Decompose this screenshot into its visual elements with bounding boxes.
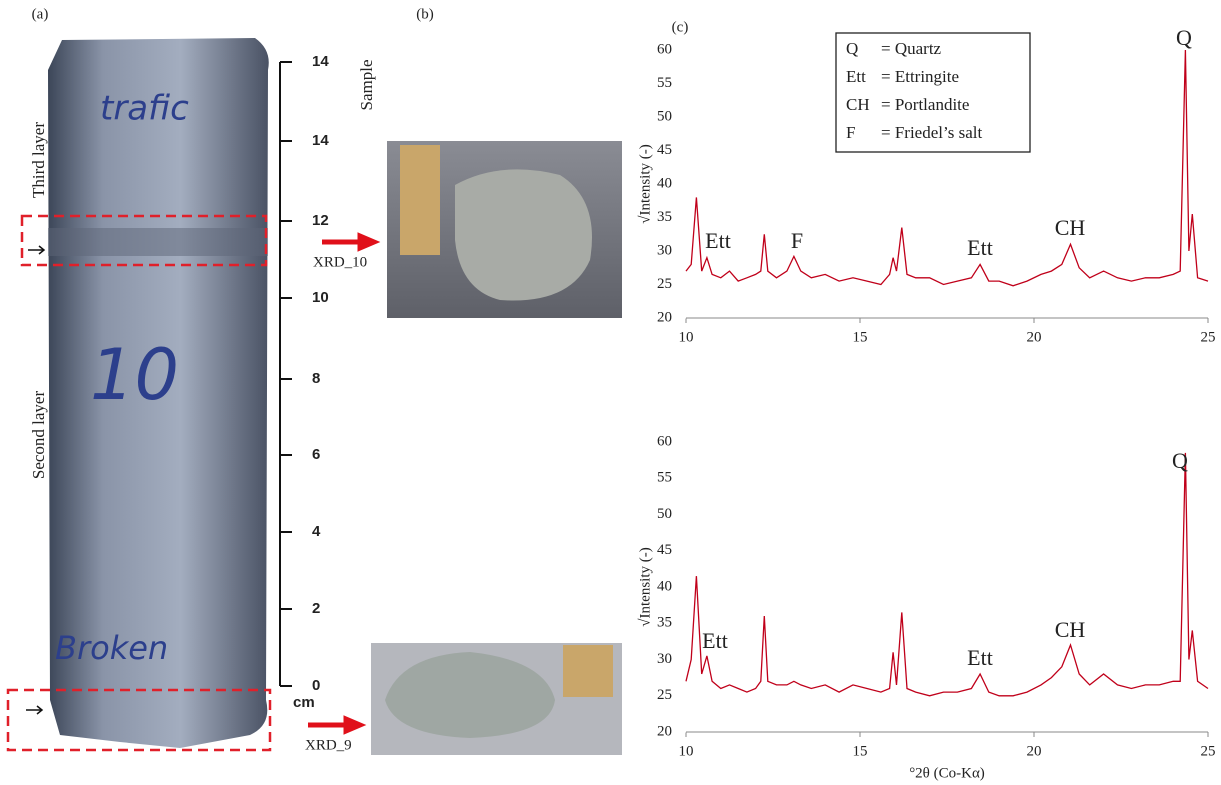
xrd-line: [686, 453, 1208, 696]
sample-label: XRD_10: [313, 254, 367, 270]
y-tick-label: 20: [657, 309, 672, 325]
y-tick-label: 30: [657, 242, 672, 258]
legend-name: = Ettringite: [881, 67, 959, 86]
y-tick-label: 25: [657, 687, 672, 703]
legend-symbol: Ett: [846, 67, 866, 86]
x-tick-label: 20: [1027, 329, 1042, 345]
y-tick-label: 40: [657, 175, 672, 191]
ruler-label: 8: [312, 370, 320, 387]
x-tick-label: 15: [853, 329, 868, 345]
y-tick-label: 45: [657, 142, 672, 158]
peak-annotation: F: [791, 228, 803, 253]
panel-label: (a): [32, 6, 49, 22]
sample-piece: [455, 169, 592, 300]
peak-annotation: CH: [1055, 617, 1086, 642]
sample-header: Sample: [357, 60, 376, 111]
x-tick-label: 15: [853, 743, 868, 759]
core-writing: Broken: [55, 629, 168, 667]
peak-annotation: Ett: [702, 628, 728, 653]
peak-annotation: Q: [1172, 448, 1188, 473]
ruler-photo: [400, 145, 440, 255]
x-tick-label: 20: [1027, 743, 1042, 759]
y-tick-label: 60: [657, 433, 672, 449]
y-tick-label: 20: [657, 723, 672, 739]
peak-annotation: Ett: [967, 235, 993, 260]
charts: 10 15 20 25 20 25 30 35 40 45 50 55 60 √Intensity (-)…: [637, 25, 1215, 781]
y-tick-label: 30: [657, 651, 672, 667]
legend-name: = Friedel’s salt: [881, 123, 982, 142]
x-tick-label: 10: [679, 329, 694, 345]
y-tick-label: 35: [657, 615, 672, 631]
panel-label: (b): [416, 6, 434, 22]
legend-symbol: Q: [846, 39, 858, 58]
sample-arrow: [308, 719, 360, 731]
ruler-label: 0: [312, 677, 320, 694]
x-tick-label: 10: [679, 743, 694, 759]
y-axis-label: √Intensity (-): [637, 144, 653, 223]
y-tick-label: 50: [657, 108, 672, 124]
legend-name: = Portlandite: [881, 95, 969, 114]
peak-annotation: Ett: [705, 228, 731, 253]
figure: (a) (b) (c) Third layer Second layer tra…: [0, 0, 1221, 785]
y-tick-label: 45: [657, 542, 672, 558]
ruler-label: 6: [312, 446, 320, 463]
ruler-label: 10: [312, 289, 329, 306]
y-tick-label: 25: [657, 276, 672, 292]
layer-label: Second layer: [29, 391, 48, 480]
y-tick-label: 40: [657, 578, 672, 594]
legend-name: = Quartz: [881, 39, 942, 58]
sample-label: XRD_9: [305, 737, 352, 753]
legend-symbol: CH: [846, 95, 870, 114]
y-tick-label: 60: [657, 41, 672, 57]
peak-annotation: Ett: [967, 645, 993, 670]
ruler-label: 2: [312, 600, 320, 617]
legend-symbol: F: [846, 123, 855, 142]
ruler-label: 12: [312, 212, 329, 229]
peak-annotation: CH: [1055, 215, 1086, 240]
x-axis-label: °2θ (Co-Kα): [909, 765, 985, 781]
core-writing: 10: [90, 334, 179, 416]
ruler-photo: [563, 645, 613, 697]
layer-label: Third layer: [29, 122, 48, 198]
x-tick-label: 25: [1201, 743, 1216, 759]
y-tick-label: 35: [657, 209, 672, 225]
ruler-label: 14: [312, 53, 329, 70]
y-tick-label: 55: [657, 75, 672, 91]
panel-label: (c): [672, 19, 689, 35]
layer-joint: [48, 228, 268, 256]
sample-arrow: [322, 236, 374, 248]
ruler: 14 14 12 10 8 6 4 2 0: [280, 53, 329, 694]
y-tick-label: 50: [657, 506, 672, 522]
y-tick-label: 55: [657, 470, 672, 486]
ruler-label: 14: [312, 132, 329, 149]
arrow: [26, 706, 42, 714]
core-writing: trafic: [100, 89, 189, 129]
peak-annotation: Q: [1176, 25, 1192, 50]
ruler-label: 4: [312, 523, 321, 540]
y-axis-label: √Intensity (-): [637, 547, 653, 626]
arrow: [28, 246, 44, 254]
ruler-unit: cm: [293, 694, 315, 711]
x-tick-label: 25: [1201, 329, 1216, 345]
